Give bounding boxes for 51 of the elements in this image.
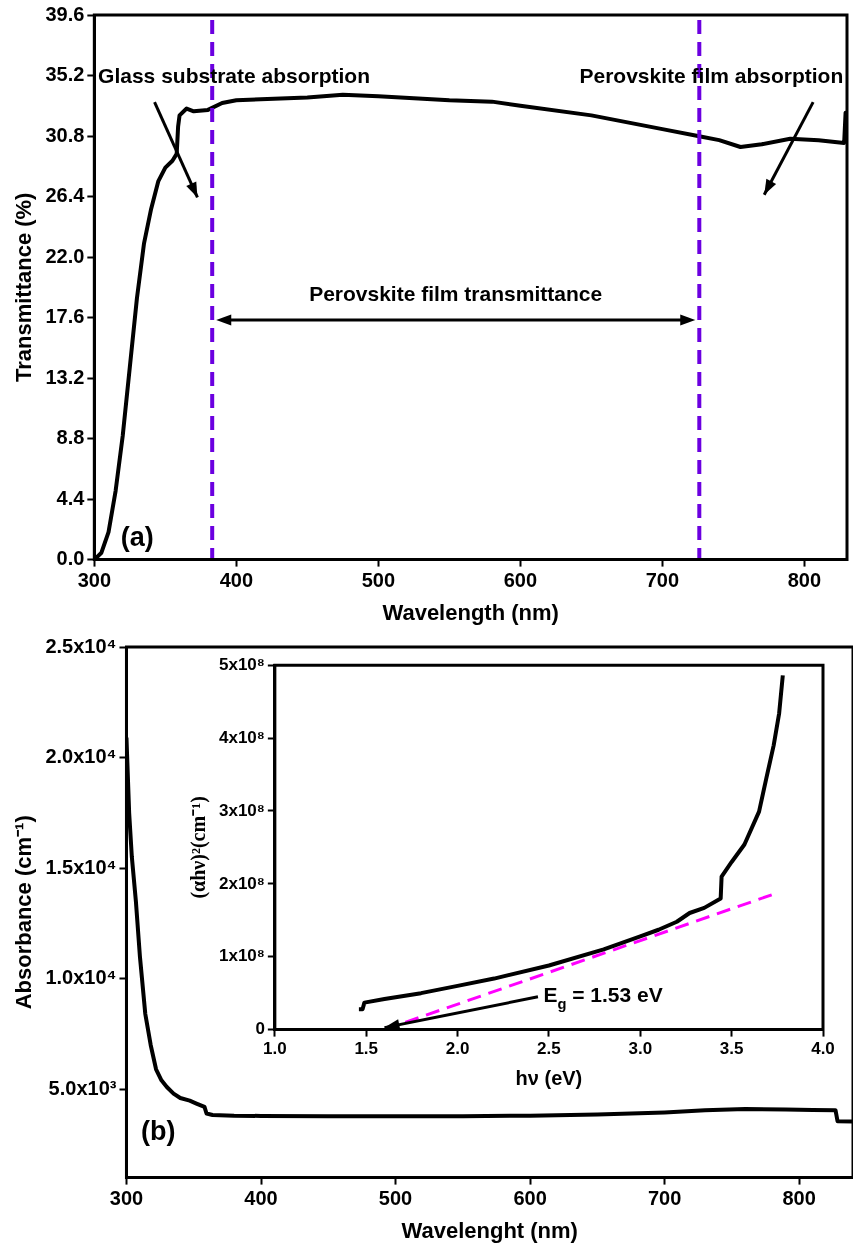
y-tick-label: 22.0 — [45, 244, 85, 267]
x-tick-label: 700 — [645, 569, 680, 592]
y-tick-label: 35.2 — [45, 63, 85, 86]
x-tick-label: 500 — [378, 1187, 413, 1210]
annotation: Perovskite film absorption — [579, 64, 844, 88]
y-tick-label: 0 — [255, 1019, 265, 1039]
x-tick-label: 400 — [244, 1187, 278, 1210]
x-tick-label: 300 — [77, 569, 112, 592]
y-tick-label: 5x10⁸ — [218, 654, 265, 674]
y-tick-label: 17.6 — [45, 305, 85, 328]
x-axis-title: Wavelenght (nm) — [401, 1217, 578, 1243]
x-tick-label: 2.0 — [445, 1039, 470, 1059]
y-tick-label: 30.8 — [45, 123, 85, 146]
x-tick-label: 2.5 — [537, 1039, 561, 1059]
x-tick-label: 1.5 — [354, 1039, 379, 1059]
y-tick-label: 0.0 — [56, 547, 85, 570]
y-tick-label: 1.0x10⁴ — [45, 966, 117, 989]
y-tick-label: 8.8 — [56, 426, 85, 449]
x-tick-label: 500 — [361, 569, 396, 592]
y-tick-label: 1x10⁸ — [218, 946, 265, 966]
y-tick-label: 3x10⁸ — [218, 800, 265, 820]
y-tick-label: 39.6 — [45, 2, 85, 25]
y-tick-label: 1.5x10⁴ — [45, 855, 117, 878]
y-axis-title: Transmittance (%) — [11, 192, 37, 383]
y-tick-label: 2.5x10⁴ — [45, 634, 117, 657]
x-tick-label: 300 — [109, 1187, 144, 1210]
y-axis-title: (αhν)²(cm⁻¹) — [187, 796, 211, 899]
x-tick-label: 700 — [647, 1187, 682, 1210]
x-tick-label: 400 — [219, 569, 254, 592]
x-tick-label: 1.0 — [263, 1039, 287, 1059]
y-tick-label: 2.0x10⁴ — [45, 745, 117, 768]
x-tick-label: 4.0 — [811, 1039, 835, 1059]
y-tick-label: 2x10⁸ — [218, 873, 265, 893]
annotation: Glass substrate absorption — [98, 64, 370, 88]
x-axis-title: hν (eV) — [515, 1066, 583, 1089]
y-axis-title: Absorbance (cm⁻¹) — [11, 815, 37, 1010]
x-tick-label: 800 — [782, 1187, 816, 1210]
annotation: (b) — [141, 1116, 176, 1147]
annotation: (a) — [120, 521, 154, 552]
y-tick-label: 4.4 — [56, 486, 86, 509]
y-tick-label: 26.4 — [45, 184, 86, 207]
x-tick-label: 800 — [787, 569, 822, 592]
annotation: Perovskite film transmittance — [309, 281, 603, 305]
y-tick-label: 4x10⁸ — [218, 727, 265, 747]
x-tick-label: 600 — [503, 569, 538, 592]
x-axis-title: Wavelength (nm) — [382, 599, 559, 625]
x-tick-label: 3.5 — [719, 1039, 744, 1059]
x-tick-label: 3.0 — [628, 1039, 653, 1059]
y-tick-label: 5.0x10³ — [48, 1076, 117, 1099]
y-tick-label: 13.2 — [45, 365, 85, 388]
x-tick-label: 600 — [513, 1187, 547, 1210]
